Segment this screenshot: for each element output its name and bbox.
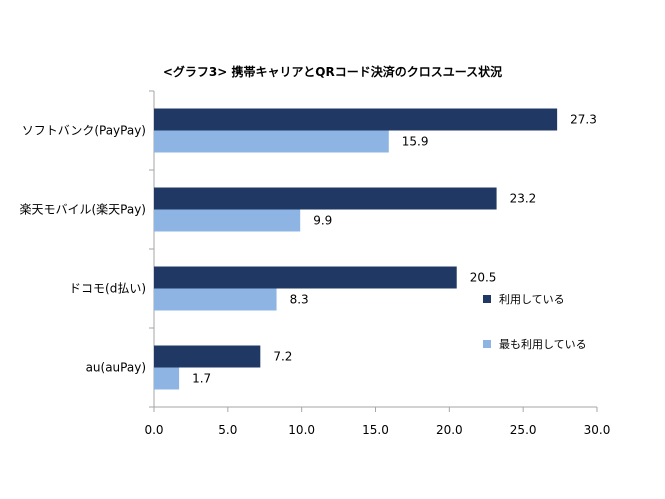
data-label: 23.2 xyxy=(510,192,537,206)
category-label: ドコモ(d払い) xyxy=(69,282,146,296)
data-label: 15.9 xyxy=(402,135,429,149)
data-label: 20.5 xyxy=(470,271,497,285)
x-tick-label: 30.0 xyxy=(584,423,611,437)
data-label: 8.3 xyxy=(290,293,309,307)
x-tick-label: 20.0 xyxy=(436,423,463,437)
data-label: 7.2 xyxy=(273,350,292,364)
category-label: au(auPay) xyxy=(86,361,146,375)
category-label: 楽天モバイル(楽天Pay) xyxy=(19,203,146,217)
bar xyxy=(154,266,457,289)
data-label: 27.3 xyxy=(570,113,597,127)
legend-label: 最も利用している xyxy=(499,338,587,351)
bar xyxy=(154,288,277,311)
x-tick-label: 15.0 xyxy=(362,423,389,437)
legend-swatch xyxy=(483,295,491,303)
legend-swatch xyxy=(483,340,491,348)
bar xyxy=(154,130,389,153)
bar xyxy=(154,108,558,131)
x-tick-label: 10.0 xyxy=(288,423,315,437)
x-tick-label: 25.0 xyxy=(510,423,537,437)
bar xyxy=(154,187,497,210)
x-tick-label: 5.0 xyxy=(218,423,237,437)
data-label: 1.7 xyxy=(192,372,211,386)
category-label: ソフトバンク(PayPay) xyxy=(22,124,146,138)
chart-title: <グラフ3> 携帯キャリアとQRコード決済のクロスユース状況 xyxy=(162,65,503,79)
legend-label: 利用している xyxy=(499,293,565,306)
x-tick-label: 0.0 xyxy=(144,423,163,437)
bar xyxy=(154,345,261,368)
data-label: 9.9 xyxy=(313,214,332,228)
bar xyxy=(154,367,180,390)
bar xyxy=(154,209,301,232)
